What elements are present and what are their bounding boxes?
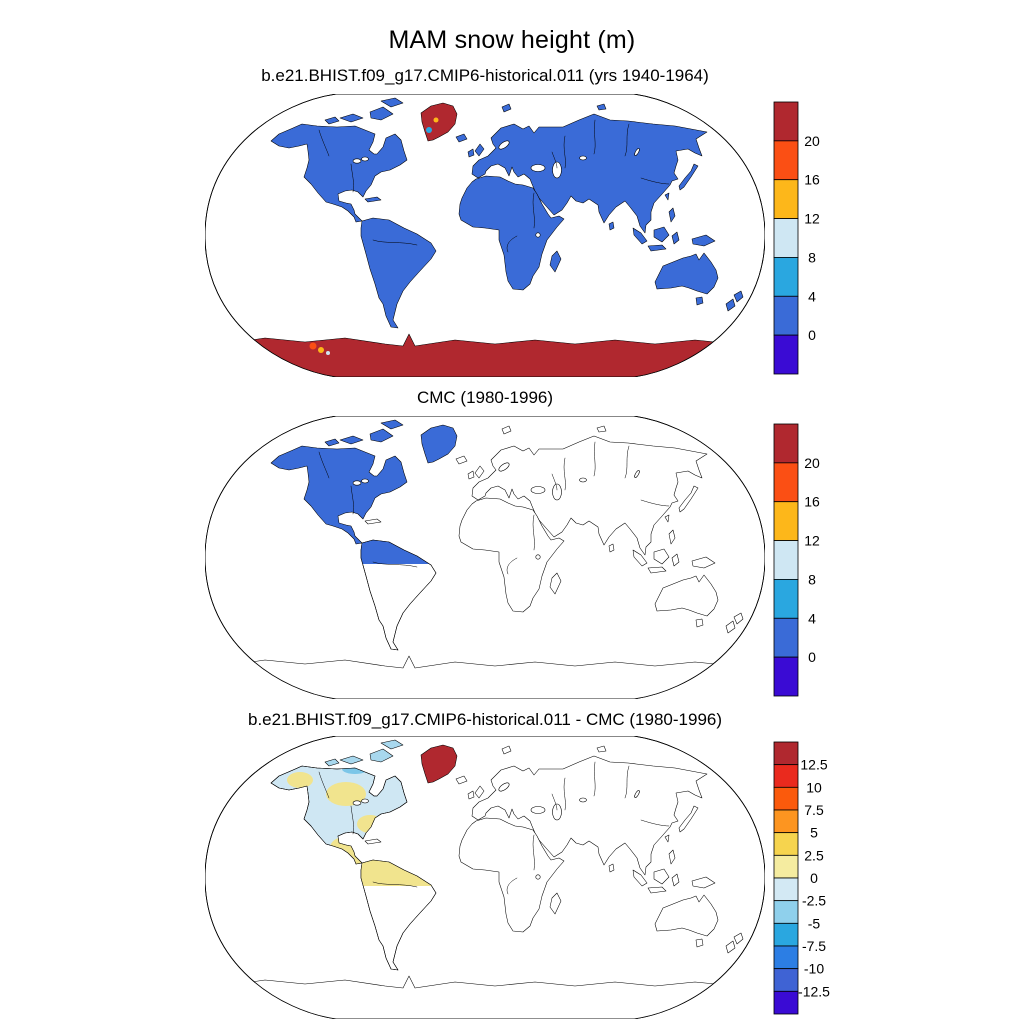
colorbar-tick-label: 16 xyxy=(804,494,820,510)
colorbar-panel-2: 20 16 12 8 4 0 xyxy=(773,423,820,697)
colorbar-tick-label: 4 xyxy=(808,610,816,626)
colorbar-tick-label: 12 xyxy=(804,211,820,227)
colorbar-segment xyxy=(773,832,799,856)
greenland-gold-spot xyxy=(433,117,439,123)
colorbar-tick-label: -10 xyxy=(804,961,824,977)
colorbar-tick-label: -5 xyxy=(808,915,821,931)
colorbar-tick-label: 0 xyxy=(808,327,816,343)
colorbar-segment xyxy=(773,922,799,947)
colorbar-tick-label: -12.5 xyxy=(798,983,830,999)
colorbar-tick-label: 0 xyxy=(808,649,816,665)
colorbar-segment xyxy=(773,764,799,788)
map-panel-difference xyxy=(205,736,765,1019)
greenland-cyan-spot xyxy=(426,127,432,133)
colorbar-segment xyxy=(773,579,799,619)
colorbar-segment xyxy=(773,423,799,464)
colorbar-segment xyxy=(773,877,799,902)
colorbar-segment xyxy=(773,334,799,375)
colorbar-tick-label: 2.5 xyxy=(804,847,824,863)
antarctica-pale-spot xyxy=(326,351,330,355)
panel-1-title: b.e21.BHIST.f09_g17.CMIP6-historical.011… xyxy=(261,66,709,85)
alaska-positive-patch xyxy=(287,772,313,788)
colorbar-segment xyxy=(773,741,799,766)
colorbar-segment xyxy=(773,900,799,924)
colorbar-tick-label: 12.5 xyxy=(800,757,827,773)
colorbar-tick-label: -2.5 xyxy=(802,893,826,909)
colorbar-segment xyxy=(773,295,799,336)
colorbar-tick-label: 16 xyxy=(804,172,820,188)
colorbar-segment xyxy=(773,617,799,658)
panel-3-title: b.e21.BHIST.f09_g17.CMIP6-historical.011… xyxy=(247,710,723,729)
colorbar-segment xyxy=(773,257,799,297)
colorbar-tick-label: 7.5 xyxy=(804,802,824,818)
colorbar-segment xyxy=(773,462,799,503)
colorbar-segment xyxy=(773,501,799,541)
colorbar-segment xyxy=(773,809,799,834)
colorbar-tick-label: 5 xyxy=(810,825,818,841)
colorbar-segment xyxy=(773,540,799,580)
colorbar-segment xyxy=(773,968,799,992)
colorbar-tick-label: 4 xyxy=(808,288,816,304)
map-panel-cmc xyxy=(205,416,765,699)
colorbar-segment xyxy=(773,854,799,879)
antarctica-gold-spot xyxy=(318,347,324,353)
colorbar-segment xyxy=(773,179,799,219)
plains-positive-patch xyxy=(326,782,366,806)
colorbar-tick-label: 12 xyxy=(804,533,820,549)
figure-title: MAM snow height (m) xyxy=(388,26,636,54)
colorbar-tick-label: 8 xyxy=(808,249,816,265)
colorbar-segment xyxy=(773,945,799,970)
colorbar-segment xyxy=(773,101,799,142)
colorbar-tick-label: 20 xyxy=(804,455,820,471)
colorbar-segment xyxy=(773,218,799,258)
colorbar-tick-label: 10 xyxy=(806,779,822,795)
antarctica-orange-spot xyxy=(309,342,317,350)
map-panel-model xyxy=(205,94,765,377)
colorbar-tick-label: -7.5 xyxy=(802,938,826,954)
colorbar-panel-1: 20 16 12 8 4 0 xyxy=(773,101,820,375)
colorbar-segment xyxy=(773,656,799,697)
hotspot-markers xyxy=(309,117,439,355)
colorbar-panel-3: 12.5 10 7.5 5 2.5 0 -2.5 -5 -7.5 -10 -12… xyxy=(773,741,830,1015)
colorbar-segment xyxy=(773,786,799,811)
colorbar-tick-label: 8 xyxy=(808,571,816,587)
colorbar-tick-label: 0 xyxy=(810,870,818,886)
colorbar-segment xyxy=(773,140,799,181)
colorbar-segment xyxy=(773,990,799,1015)
colorbar-tick-label: 20 xyxy=(804,133,820,149)
panel-2-title: CMC (1980-1996) xyxy=(416,388,554,407)
